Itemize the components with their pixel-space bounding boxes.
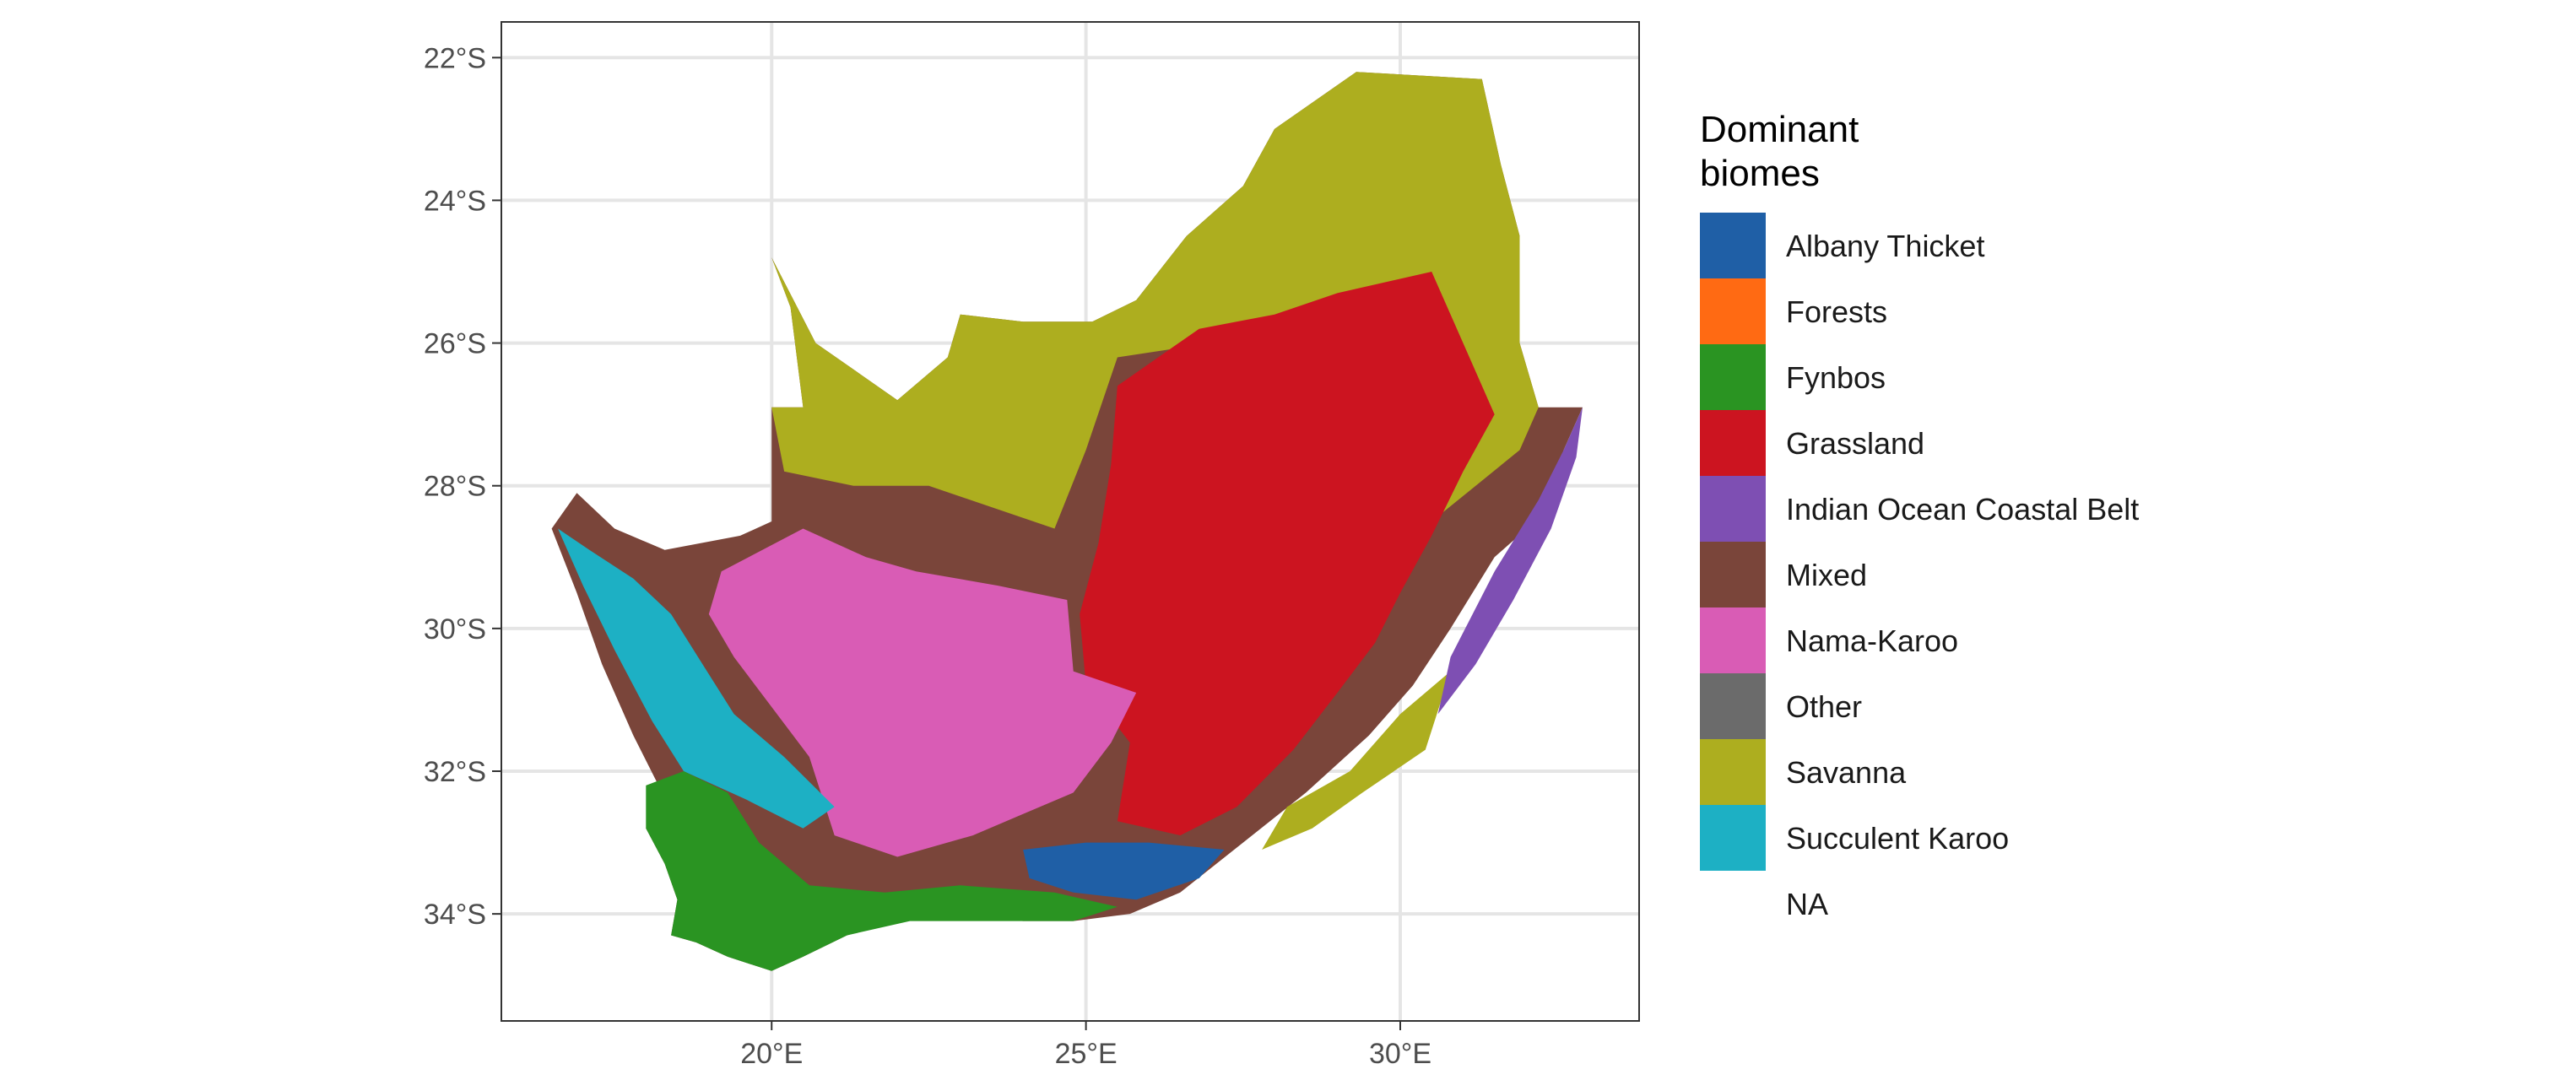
region-fynbos [646, 771, 1118, 971]
region-albany-thicket [1023, 842, 1225, 900]
legend-item: Forests [1700, 278, 1887, 344]
legend-swatch [1700, 213, 1766, 278]
legend-swatch [1700, 805, 1766, 871]
region-indian-ocean-coastal-belt [1437, 407, 1583, 715]
legend-item: Mixed [1700, 542, 1867, 608]
x-tick-label: 25°E [1055, 1038, 1118, 1070]
legend-label: Grassland [1786, 426, 1924, 461]
legend-item: Savanna [1700, 739, 1907, 805]
legend-swatch [1700, 344, 1766, 410]
legend-item: Other [1700, 673, 1862, 739]
legend-label: Mixed [1786, 558, 1867, 592]
region-nama-karoo [708, 528, 1137, 857]
y-tick-label: 34°S [424, 899, 486, 931]
region-savanna [771, 72, 1539, 529]
x-tick-label: 30°E [1369, 1038, 1431, 1070]
legend-item: Nama-Karoo [1700, 608, 1958, 673]
legend-swatch [1700, 542, 1766, 608]
legend-label: NA [1786, 887, 1828, 921]
y-tick-label: 28°S [424, 471, 486, 503]
plot-panel-border [501, 21, 1640, 1022]
legend-label: Nama-Karoo [1786, 624, 1958, 658]
region-succulent-karoo [558, 528, 835, 829]
legend-item: Succulent Karoo [1700, 805, 2009, 871]
legend-label: Forests [1786, 294, 1887, 329]
legend-item: NA [1786, 887, 1828, 921]
legend-label: Succulent Karoo [1786, 821, 2009, 856]
legend-swatch [1700, 278, 1766, 344]
legend-swatch [1700, 673, 1766, 739]
legend-item: Albany Thicket [1700, 213, 1984, 278]
legend-label: Indian Ocean Coastal Belt [1786, 492, 2139, 526]
legend-swatch [1700, 410, 1766, 476]
legend-label: Savanna [1786, 755, 1907, 790]
x-tick-label: 20°E [740, 1038, 803, 1070]
legend-item: Fynbos [1700, 344, 1886, 410]
legend-label: Other [1786, 689, 1862, 724]
y-tick-label: 30°S [424, 613, 486, 645]
y-axis: 22°S 24°S 26°S 28°S 30°S 32°S 34°S [424, 42, 501, 931]
legend-title-line-2: biomes [1700, 153, 1820, 194]
legend-item: Indian Ocean Coastal Belt [1700, 476, 2139, 542]
legend-title-line-1: Dominant [1700, 109, 1859, 150]
y-tick-label: 26°S [424, 328, 486, 360]
y-tick-label: 22°S [424, 42, 486, 74]
legend-label: Albany Thicket [1786, 229, 1984, 263]
legend-swatch [1700, 739, 1766, 805]
legend: Dominant biomes Albany Thicket Forests Fyn… [1700, 109, 2139, 921]
legend-swatch [1700, 608, 1766, 673]
y-tick-label: 32°S [424, 756, 486, 788]
x-axis: 20°E 25°E 30°E [740, 1021, 1431, 1070]
legend-swatch [1700, 476, 1766, 542]
legend-label: Fynbos [1786, 360, 1886, 395]
legend-item: Grassland [1700, 410, 1924, 476]
region-savanna [1262, 671, 1451, 850]
region-grassland [1080, 272, 1495, 836]
biome-regions [551, 72, 1583, 971]
y-tick-label: 24°S [424, 185, 486, 217]
